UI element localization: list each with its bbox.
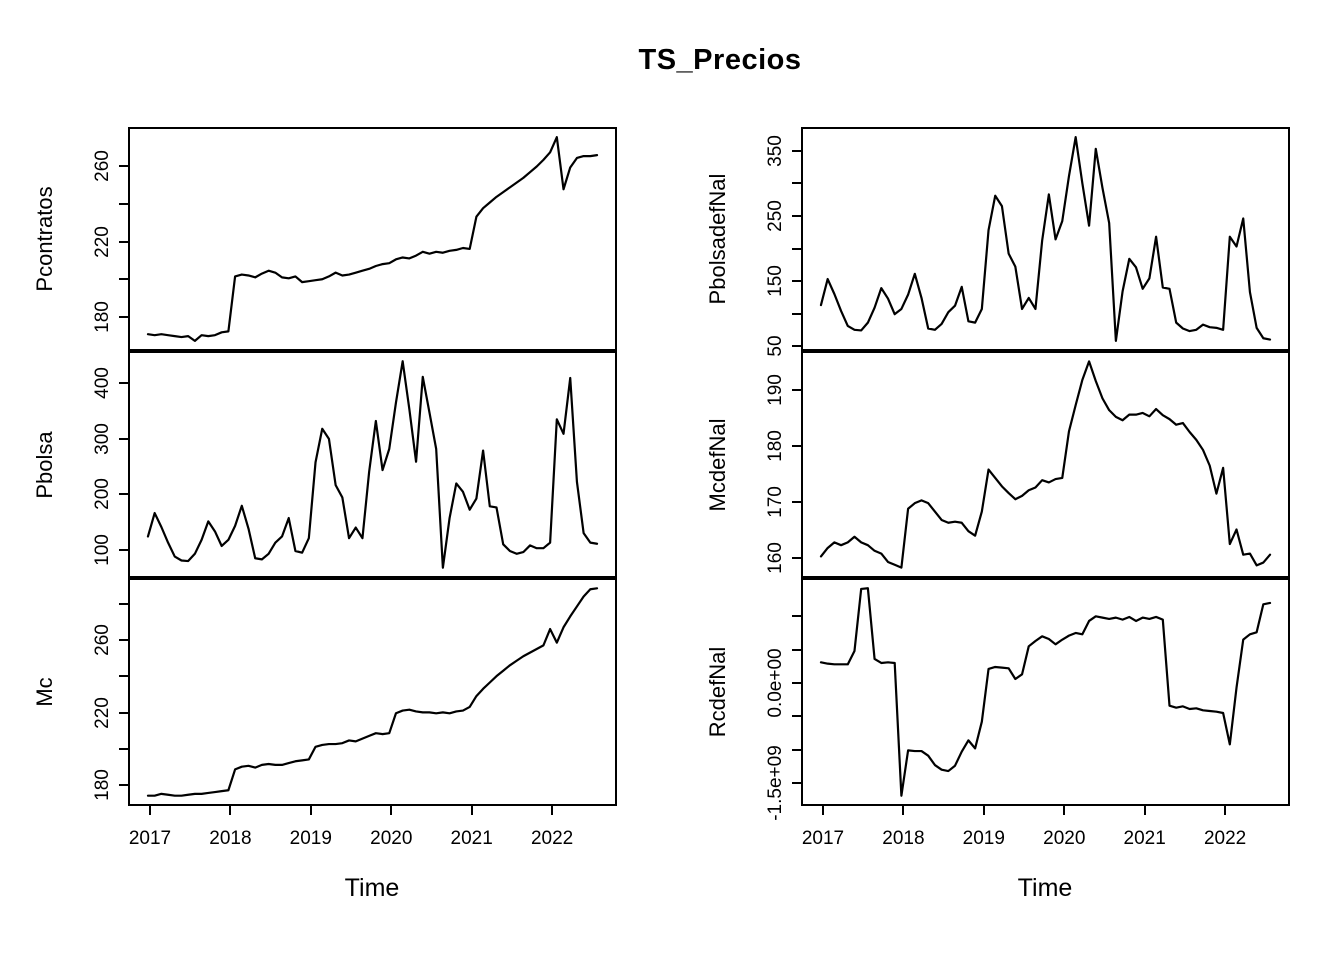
x-tick [1143, 806, 1146, 815]
x-tick-label: 2022 [1203, 828, 1247, 849]
x-tick-label: 2017 [801, 828, 845, 849]
y-tick [792, 182, 801, 185]
y-tick [119, 602, 128, 605]
y-tick [792, 280, 801, 282]
x-tick [551, 806, 554, 815]
x-tick-label: 2021 [1123, 828, 1166, 849]
x-tick [902, 806, 905, 815]
panel-pbolsa: 100 200 300 400 Pbolsa [32, 351, 617, 578]
y-tick [119, 493, 128, 496]
y-tick [119, 437, 128, 440]
x-tick [390, 806, 393, 815]
y-tick [119, 747, 128, 750]
series-line-pbolsa [146, 360, 599, 569]
series-line-mcdefnal [819, 360, 1272, 569]
panel-rcdefnal: -1.5e+09 0.0e+00 RcdefNal 2017 2018 2019 2020 2… [705, 578, 1290, 849]
y-tick [792, 445, 801, 448]
y-tick [792, 782, 801, 785]
y-tick [792, 312, 801, 315]
x-axis-label-left: Time [344, 874, 400, 902]
x-tick-label: 2019 [289, 828, 332, 849]
series-line-pcontratos [146, 136, 599, 342]
series-line-pbolsadefnal [819, 136, 1272, 342]
x-tick [1224, 806, 1227, 815]
panel-mc: 180 220 260 Mc 2017 2018 2019 2020 2021 2022 [32, 578, 617, 849]
y-tick [119, 675, 128, 678]
y-tick [119, 164, 128, 167]
y-tick [119, 381, 128, 384]
y-tick [792, 648, 801, 651]
x-tick [470, 806, 473, 815]
y-tick [119, 202, 128, 205]
y-tick [792, 557, 801, 560]
y-tick [792, 682, 801, 684]
x-tick-label: 2022 [530, 828, 574, 849]
panel-pbolsadefnal: 50 150 250 350 PbolsadefNal [705, 127, 1290, 357]
x-tick [309, 806, 312, 815]
x-tick [822, 806, 824, 815]
y-tick [792, 615, 801, 618]
y-tick [792, 247, 801, 250]
y-tick [792, 715, 801, 718]
y-tick [119, 549, 128, 552]
x-tick-label: 2019 [962, 828, 1005, 849]
x-tick-label: 2021 [450, 828, 493, 849]
y-tick [119, 278, 128, 281]
y-tick [792, 748, 801, 751]
y-tick [792, 345, 801, 348]
y-tick [119, 784, 128, 786]
y-tick [119, 240, 128, 243]
y-tick [792, 389, 801, 392]
x-tick-label: 2020 [1043, 828, 1086, 849]
y-tick [792, 149, 801, 152]
x-tick-label: 2017 [128, 828, 172, 849]
chart-title: TS_Precios [638, 44, 802, 76]
x-tick [982, 806, 985, 815]
x-tick-label: 2018 [882, 828, 925, 849]
y-tick [792, 214, 801, 217]
panel-mcdefnal: 160 170 180 190 McdefNal [705, 351, 1290, 578]
y-tick [119, 316, 128, 319]
y-tick [119, 711, 128, 714]
y-tick [119, 639, 128, 642]
x-axis-label-right: Time [1017, 874, 1073, 902]
x-tick [149, 806, 151, 815]
series-line-rcdefnal [819, 587, 1272, 797]
x-tick [229, 806, 232, 815]
x-tick-label: 2020 [370, 828, 413, 849]
series-line-mc [146, 587, 599, 797]
x-tick [1063, 806, 1066, 815]
panel-pcontratos: 180 220 260 Pcontratos [32, 127, 617, 351]
x-tick-label: 2018 [209, 828, 252, 849]
y-tick [792, 501, 801, 504]
